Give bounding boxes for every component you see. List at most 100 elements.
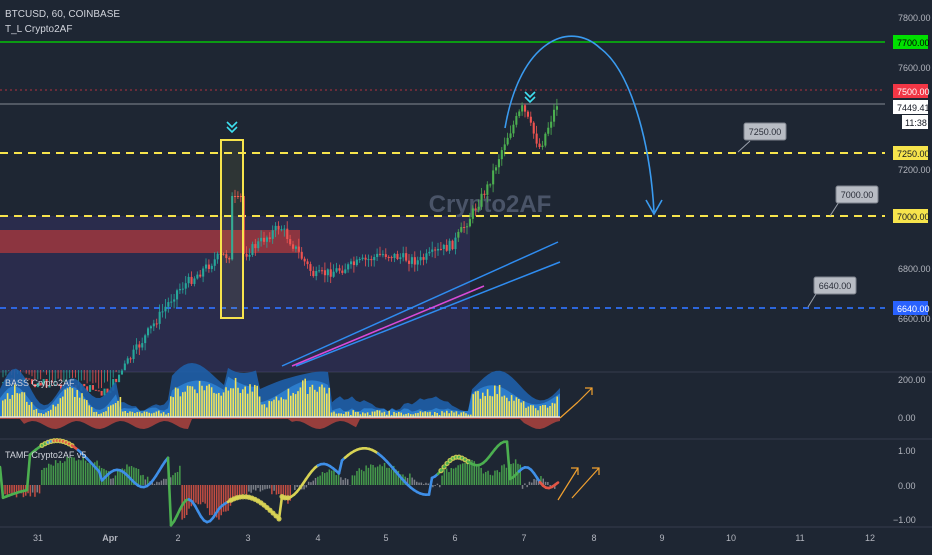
tamf-histogram-bar [315, 478, 317, 485]
tamf-histogram-bar [112, 478, 114, 485]
tamf-histogram-bar [73, 457, 75, 485]
bass-histogram-bar [180, 396, 182, 417]
tamf-histogram-bar [483, 473, 485, 485]
candle-body [150, 326, 152, 328]
tamf-histogram-bar [368, 468, 370, 485]
candle-body [338, 268, 340, 270]
candle-body [315, 271, 317, 276]
candle-body [254, 244, 256, 248]
tamf-histogram-bar [359, 468, 361, 485]
bass-histogram-bar [372, 412, 374, 417]
tamf-histogram-bar [342, 480, 344, 485]
candle-body [101, 391, 103, 396]
bass-histogram-bar [237, 388, 239, 417]
tamf-histogram-bar [356, 471, 358, 485]
candle-body [460, 227, 462, 232]
tamf-histogram-bar [520, 465, 522, 485]
tamf-histogram-bar [32, 485, 34, 493]
bass-histogram-bar [292, 393, 294, 417]
bass-histogram-bar [261, 405, 263, 417]
tamf-histogram-bar [464, 463, 466, 485]
time-tick: 7 [521, 533, 526, 543]
tamf-histogram-bar [324, 473, 326, 485]
tamf-histogram-bar [526, 485, 528, 487]
tamf-histogram-bar [278, 485, 280, 494]
candle-body [524, 105, 526, 111]
tamf-histogram-bar [317, 477, 319, 485]
tamf-histogram-bar [331, 471, 333, 485]
bass-histogram-bar [496, 394, 498, 417]
bass-histogram-bar [4, 399, 6, 417]
candle-body [289, 239, 291, 244]
tamf-histogram-bar [536, 480, 538, 485]
tamf-histogram-bar [34, 485, 36, 497]
highlight-box [221, 140, 243, 318]
tamf-histogram-bar [326, 472, 328, 485]
candle-body [394, 254, 396, 258]
tamf-histogram-bar [218, 485, 220, 520]
bass-histogram-bar [110, 405, 112, 417]
tamf-histogram-bar [382, 466, 384, 485]
bass-histogram-bar [86, 400, 88, 417]
candle-body [492, 170, 494, 184]
candle-body [327, 269, 329, 275]
bass-histogram-bar [480, 399, 482, 417]
tamf-histogram-bar [416, 482, 418, 485]
candle-body [469, 219, 471, 226]
bass-histogram-bar [240, 393, 242, 417]
bass-histogram-bar [379, 411, 381, 417]
tamf-histogram-bar [89, 462, 91, 485]
candle-body [162, 311, 164, 312]
tamf-tick: 1.00 [898, 446, 916, 456]
tamf-histogram-bar [485, 472, 487, 485]
candle-body [141, 343, 143, 347]
bass-histogram-bar [50, 410, 52, 417]
tamf-histogram-bar [11, 485, 13, 494]
tamf-histogram-bar [370, 464, 372, 485]
bass-histogram-bar [280, 397, 282, 417]
candle-body [98, 390, 100, 391]
candle-body [443, 245, 445, 249]
tamf-tick: −1.00 [893, 515, 916, 525]
tamf-histogram-bar [515, 459, 517, 485]
tamf-histogram-bar [179, 466, 181, 485]
badge-7250: 7250.00 [893, 146, 930, 160]
candle-body [246, 254, 248, 257]
bass-histogram-bar [204, 390, 206, 417]
candle-body [423, 257, 425, 260]
bass-histogram-bar [384, 412, 386, 417]
badge-label: 11:38 [905, 118, 927, 128]
bass-histogram-bar [33, 410, 35, 417]
tamf-histogram-bar [352, 475, 354, 485]
tamf-histogram-bar [455, 468, 457, 485]
tamf-histogram-bar [425, 483, 427, 485]
candle-body [127, 358, 129, 363]
bass-histogram-bar [398, 412, 400, 417]
candle-body [249, 255, 251, 257]
bass-histogram-bar [31, 402, 33, 417]
badge-label: 7000.00 [897, 212, 930, 222]
candle-body [173, 299, 175, 301]
candle-body [533, 123, 535, 134]
candle-body [295, 247, 297, 249]
candle-body [399, 257, 401, 259]
price-tick: 6800.00 [898, 264, 931, 274]
candle-body [454, 238, 456, 249]
time-tick: 6 [452, 533, 457, 543]
tamf-histogram-bar [50, 465, 52, 485]
bass-histogram-bar [304, 379, 306, 417]
tamf-histogram-bar [172, 475, 174, 485]
bass-histogram-bar [192, 386, 194, 417]
candle-body [376, 254, 378, 257]
badge-label: 6640.00 [897, 304, 930, 314]
bass-histogram-bar [530, 405, 532, 417]
bass-histogram-bar [285, 400, 287, 417]
tamf-histogram-bar [177, 472, 179, 485]
badge-label: 7449.41 [897, 103, 930, 113]
candle-body [118, 375, 120, 383]
bass-histogram-bar [328, 388, 330, 417]
tamf-histogram-bar [365, 465, 367, 485]
candle-body [185, 283, 187, 288]
